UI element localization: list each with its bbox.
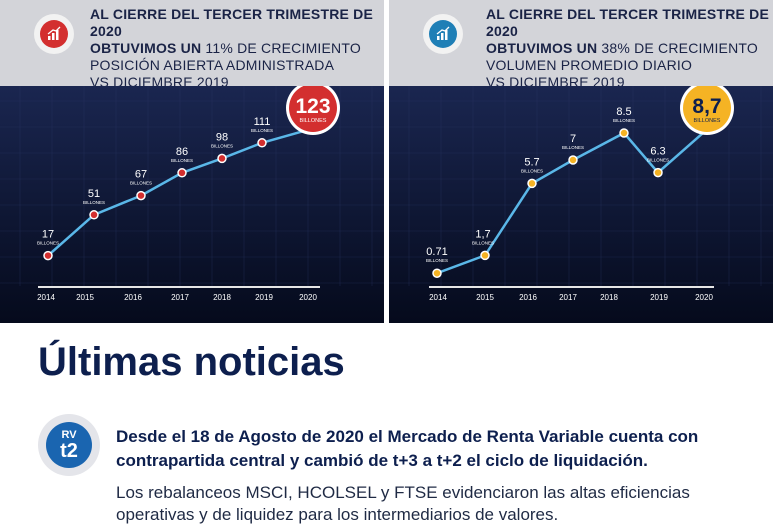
x-tick-label: 2019 <box>255 293 273 302</box>
unit-label: BILLONES <box>171 158 193 163</box>
right-line3: VOLUMEN PROMEDIO DIARIO <box>486 57 693 73</box>
news-section-title: Últimas noticias <box>38 340 345 384</box>
highlight-badge <box>289 86 337 132</box>
data-label: 111 <box>254 116 271 128</box>
highlight-badge <box>683 86 731 132</box>
x-tick-label: 2020 <box>695 293 713 302</box>
bar-chart-growth-icon <box>436 26 450 40</box>
panel-divider <box>384 0 389 323</box>
x-tick-label: 2015 <box>76 293 94 302</box>
data-label: 86 <box>176 146 188 158</box>
unit-label: BILLONES <box>647 158 669 163</box>
unit-label: BILLONES <box>83 200 105 205</box>
data-point <box>257 138 267 148</box>
data-label: 1,7 <box>475 228 490 240</box>
data-point <box>177 168 187 178</box>
x-tick-label: 2016 <box>124 293 142 302</box>
right-line-chart: 0.71BILLONES1,7BILLONES5.7BILLONES7BILLO… <box>389 86 773 323</box>
data-point <box>653 167 663 178</box>
unit-label: BILLONES <box>211 143 233 148</box>
unit-label: BILLONES <box>426 258 448 263</box>
data-label: 7 <box>570 133 576 145</box>
data-point <box>527 178 537 189</box>
x-tick-label: 2017 <box>559 293 577 302</box>
stats-banner: AL CIERRE DEL TERCER TRIMESTRE DE 2020 O… <box>0 0 773 323</box>
right-stat-header: AL CIERRE DEL TERCER TRIMESTRE DE 2020 O… <box>389 0 773 90</box>
rv-t2-badge: RV t2 <box>38 414 100 476</box>
data-point <box>217 153 227 164</box>
right-icon-badge <box>423 14 463 54</box>
unit-label: BILLONES <box>613 118 635 123</box>
x-tick-label: 2020 <box>299 293 317 302</box>
news-summary: Los rebalanceos MSCI, HCOLSEL y FTSE evi… <box>116 483 690 524</box>
x-tick-label: 2019 <box>650 293 668 302</box>
x-tick-label: 2016 <box>519 293 537 302</box>
data-label: 67 <box>135 169 147 181</box>
data-point <box>89 210 99 220</box>
unit-label: BILLONES <box>472 240 494 245</box>
left-line3: POSICIÓN ABIERTA ADMINISTRADA <box>90 57 335 73</box>
left-line1: AL CIERRE DEL TERCER TRIMESTRE DE 2020 <box>90 6 373 39</box>
left-stat-header: AL CIERRE DEL TERCER TRIMESTRE DE 2020 O… <box>0 0 384 90</box>
data-point <box>43 250 53 261</box>
data-label: 98 <box>216 131 228 143</box>
data-label: 0.71 <box>426 246 447 258</box>
unit-label: BILLONES <box>251 128 273 133</box>
highlight-value: 123 <box>295 95 330 118</box>
news-headline[interactable]: Desde el 18 de Agosto de 2020 el Mercado… <box>116 427 699 470</box>
highlight-unit: BILLONES <box>694 118 721 124</box>
highlight-unit: BILLONES <box>300 118 327 124</box>
left-stat-text: AL CIERRE DEL TERCER TRIMESTRE DE 2020 O… <box>90 6 384 91</box>
badge-bottom-text: t2 <box>60 439 78 462</box>
data-label: 17 <box>42 229 54 241</box>
x-tick-label: 2014 <box>429 293 447 302</box>
unit-label: BILLONES <box>130 181 152 186</box>
data-point <box>136 190 146 201</box>
data-point <box>432 268 442 278</box>
x-tick-label: 2018 <box>213 293 231 302</box>
data-label: 51 <box>88 188 100 200</box>
x-tick-label: 2015 <box>476 293 494 302</box>
badge-top-text: RV <box>61 428 77 441</box>
left-line2: OBTUVIMOS UN 11% DE CRECIMIENTO <box>90 40 361 56</box>
data-label: 8.5 <box>616 106 631 118</box>
highlight-value: 8,7 <box>692 95 721 118</box>
data-label: 6.3 <box>650 146 665 158</box>
data-point <box>568 155 578 165</box>
right-stat-text: AL CIERRE DEL TERCER TRIMESTRE DE 2020 O… <box>486 6 773 91</box>
left-icon-badge <box>34 14 74 54</box>
right-line2: OBTUVIMOS UN 38% DE CRECIMIENTO <box>486 40 758 56</box>
unit-label: BILLONES <box>37 241 59 246</box>
right-line1: AL CIERRE DEL TERCER TRIMESTRE DE 2020 <box>486 6 769 39</box>
unit-label: BILLONES <box>562 145 584 150</box>
data-point <box>619 128 629 138</box>
x-tick-label: 2014 <box>37 293 55 302</box>
data-point <box>480 250 490 261</box>
x-tick-label: 2018 <box>600 293 618 302</box>
unit-label: BILLONES <box>521 168 543 173</box>
x-tick-label: 2017 <box>171 293 189 302</box>
rv-t2-icon: RV t2 <box>46 422 92 468</box>
data-label: 5.7 <box>524 156 539 168</box>
bar-chart-growth-icon <box>47 26 61 40</box>
left-line-chart: 17BILLONES51BILLONES67BILLONES86BILLONES… <box>0 86 384 323</box>
